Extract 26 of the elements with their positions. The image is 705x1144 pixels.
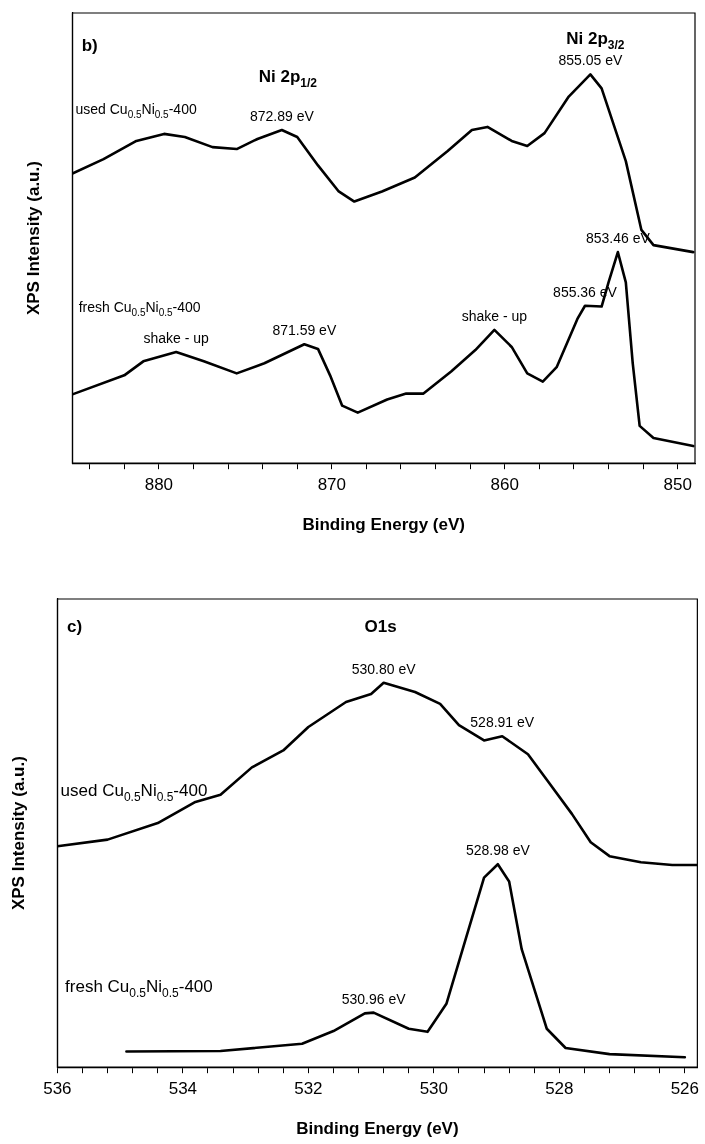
x-tick-label: 850 bbox=[663, 475, 692, 495]
chart-title: c) bbox=[67, 617, 83, 637]
annotation: shake - up bbox=[461, 307, 528, 324]
y-axis-title: XPS Intensity (a.u.) bbox=[8, 756, 28, 911]
x-tick-label: 534 bbox=[168, 1079, 198, 1099]
x-axis-title: Binding Energy (eV) bbox=[302, 515, 465, 535]
annotation: 530.96 eV bbox=[341, 990, 407, 1007]
x-tick-label: 880 bbox=[144, 475, 174, 495]
chart-title: b) bbox=[81, 35, 98, 55]
x-tick-label: 528 bbox=[545, 1079, 574, 1099]
x-tick-label: 860 bbox=[490, 475, 519, 495]
chart-subtitle: O1s bbox=[364, 617, 397, 637]
annotation: 528.98 eV bbox=[465, 842, 531, 859]
x-tick-label: 526 bbox=[670, 1079, 700, 1099]
annotation: 855.05 eV bbox=[558, 52, 623, 69]
annotation: 530.80 eV bbox=[351, 660, 417, 677]
x-tick-label: 532 bbox=[294, 1079, 323, 1099]
x-tick-label: 870 bbox=[317, 475, 346, 495]
x-tick-label: 536 bbox=[43, 1079, 72, 1099]
annotation: 872.89 eV bbox=[249, 108, 315, 125]
annotation: shake - up bbox=[143, 330, 210, 347]
x-tick-label: 530 bbox=[419, 1079, 449, 1099]
annotation: 871.59 eV bbox=[272, 322, 337, 339]
x-axis-title: Binding Energy (eV) bbox=[296, 1119, 459, 1139]
y-axis-title: XPS Intensity (a.u.) bbox=[23, 161, 43, 316]
annotation: 528.91 eV bbox=[470, 714, 535, 731]
